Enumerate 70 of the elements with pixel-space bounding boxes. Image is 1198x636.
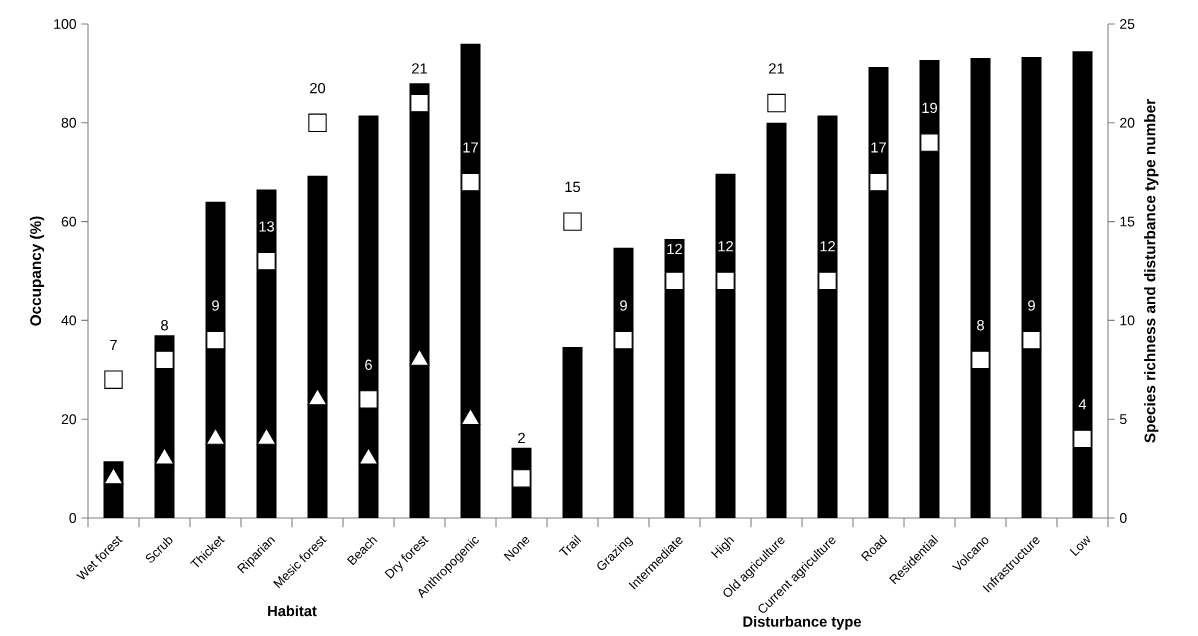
bar [460,43,481,518]
data-label: 17 [871,142,886,153]
point [257,251,276,271]
data-label: 8 [977,320,984,331]
bar [562,347,583,518]
data-label: 8 [161,320,168,331]
point [716,271,735,291]
point [155,350,174,370]
data-label: 20 [310,82,326,94]
bar [817,115,838,518]
y-tick-label: 80 [61,117,77,128]
y2-tick-label: 20 [1120,117,1135,128]
data-label: 7 [110,339,117,351]
data-label: 6 [365,359,372,370]
bar [868,66,889,518]
y2-tick-label: 0 [1119,513,1127,523]
bar [715,173,736,518]
bar [1021,57,1042,518]
x-tick-label: Trail [558,534,582,556]
y2-tick-label: 15 [1120,216,1135,227]
bar [766,122,787,518]
data-label: 13 [259,221,275,232]
point [1022,330,1041,350]
x-tick-label: High [710,537,735,559]
bar [613,247,634,518]
data-label: 12 [667,243,682,255]
data-label: 15 [565,181,581,193]
data-label: 9 [620,300,627,311]
y2-tick-label: 5 [1119,414,1127,425]
data-label: 4 [1078,399,1087,410]
bar [307,175,328,518]
y-tick-label: 40 [61,315,77,326]
data-label: 9 [212,300,219,311]
bar [919,60,940,518]
data-label: 12 [820,241,835,252]
bar [664,238,685,518]
x-axis-title: Habitat [268,605,317,617]
data-label: 9 [1028,300,1035,311]
bar [1072,51,1093,518]
y-tick-label: 100 [54,19,77,29]
text: Disturbance type [743,616,861,630]
point [665,271,684,291]
point [818,271,837,291]
x-tick-label: Low [1069,535,1091,557]
point [461,172,480,192]
point [359,390,378,409]
point [1073,429,1092,449]
y-tick-label: 20 [61,414,77,425]
data-label: 21 [769,63,784,74]
y2-axis-title: Species richness and disturbance type number [1144,99,1159,443]
data-label: 17 [463,142,478,153]
point [614,330,633,350]
bar [256,189,277,518]
y-tick-label: 0 [69,513,77,523]
data-label: 12 [718,241,733,252]
bar [358,115,379,518]
point [410,93,429,113]
point [206,330,225,350]
y2-tick-label: 25 [1120,19,1135,29]
data-label: 19 [922,102,937,114]
point [920,133,939,152]
bar [970,58,991,518]
point [971,350,990,370]
bar [409,83,430,518]
data-label: 2 [518,432,525,443]
y2-tick-label: 10 [1120,315,1135,326]
y-tick-label: 60 [61,216,77,227]
y-axis-title: Occupancy (%) [29,216,45,326]
data-label: 21 [412,63,427,74]
point [869,172,888,192]
